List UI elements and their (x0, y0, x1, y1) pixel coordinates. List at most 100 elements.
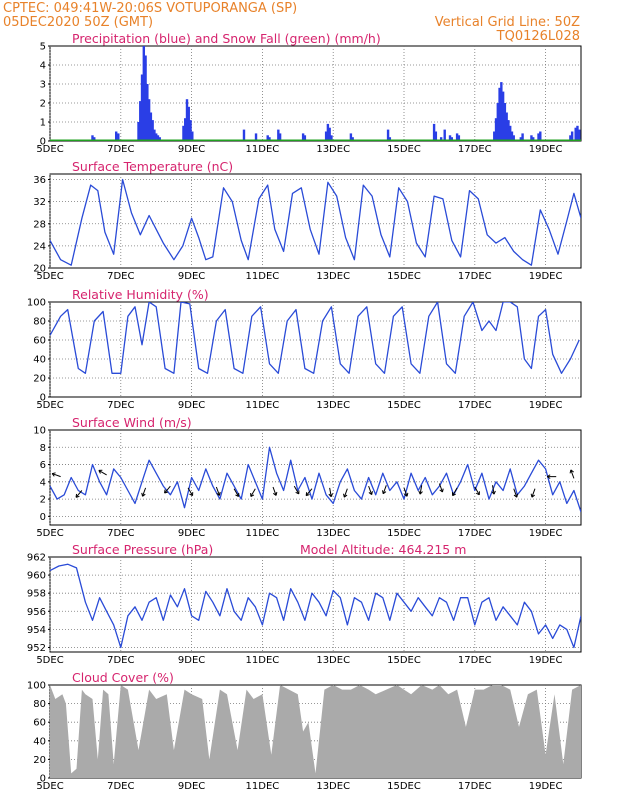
y-tick-label: 0 (40, 393, 46, 404)
precip-bar (158, 137, 161, 141)
precip-bar (388, 137, 392, 141)
x-tick-label: 17DEC (458, 271, 492, 282)
precip-bar (153, 129, 156, 141)
humidity-panel: 0 20 40 60 80 100 5DEC 7DEC 9DEC 11DEC 13DEC 15DEC 1… (27, 287, 582, 411)
precip-bar (450, 137, 453, 141)
y-tick-label: 40 (33, 355, 46, 366)
x-tick-label: 7DEC (107, 781, 134, 792)
precip-bar (576, 125, 579, 141)
x-tick-label: 5DEC (36, 528, 63, 539)
precip-bar (501, 91, 505, 141)
precip-bar (266, 135, 269, 141)
y-tick-label: 1 (40, 118, 46, 129)
precipitation-panel: 0 1 2 3 4 5 5DEC 7DEC 9DEC 11DEC 13DEC 15DEC 17DEC 19… (36, 31, 582, 155)
wind-arrow (329, 487, 332, 497)
precip-bar (519, 137, 523, 141)
precip-bar (301, 133, 305, 141)
y-tick-label: 2 (40, 99, 46, 110)
wind-arrow (343, 488, 348, 498)
y-tick-label: 4 (40, 61, 46, 72)
x-tick-label: 19DEC (529, 655, 563, 666)
wind-arrow (272, 486, 277, 496)
wind-arrow (403, 487, 408, 497)
precip-bar (509, 125, 512, 141)
wind-arrow-head (235, 493, 240, 497)
precip-bar (191, 131, 194, 141)
precip-bar (277, 129, 280, 141)
precip-bar (93, 137, 96, 141)
x-tick-label: 9DEC (178, 655, 205, 666)
wind-arrow (438, 483, 443, 493)
x-tick-label: 15DEC (387, 655, 421, 666)
x-tick-label: 17DEC (458, 144, 492, 155)
temperature-line (50, 178, 581, 266)
wind-arrow (51, 473, 61, 478)
precip-bar (330, 135, 333, 141)
x-tick-label: 11DEC (246, 144, 280, 155)
precip-bar (386, 129, 390, 141)
x-tick-label: 13DEC (316, 400, 350, 411)
wind-arrow (382, 485, 387, 494)
precip-bar (155, 133, 158, 141)
y-tick-label: 80 (33, 699, 46, 710)
precip-bar (574, 127, 577, 141)
x-tick-label: 15DEC (387, 271, 421, 282)
precip-bar (578, 129, 581, 141)
wind-arrow-head (98, 469, 103, 474)
x-tick-label: 7DEC (107, 271, 134, 282)
wind-arrow (492, 485, 495, 495)
wind-arrow-head (189, 492, 194, 497)
wind-arrow-head (250, 493, 255, 497)
y-tick-label: 0 (40, 137, 46, 148)
y-tick-label: 60 (33, 336, 46, 347)
precip-bar (189, 120, 192, 141)
plot-data (50, 446, 581, 513)
x-tick-label: 17DEC (458, 528, 492, 539)
y-tick-label: 10 (33, 426, 46, 437)
precip-bar (505, 112, 508, 141)
wind-arrow (305, 488, 313, 496)
panel-title: Surface Wind (m/s) (72, 415, 192, 430)
wind-arrow-head (164, 489, 169, 494)
wind-line (50, 446, 581, 513)
wind-arrow (215, 486, 220, 496)
x-tick-label: 11DEC (246, 655, 280, 666)
wind-arrow-head (343, 493, 348, 498)
precip-bar (139, 101, 142, 141)
wind-arrow-head (418, 490, 423, 495)
wind-arrow (75, 490, 83, 498)
wind-arrow (419, 485, 423, 495)
x-tick-label: 13DEC (316, 271, 350, 282)
x-tick-label: 15DEC (387, 144, 421, 155)
wind-arrow (250, 488, 256, 497)
wind-arrow-head (491, 490, 496, 495)
precip-bar (494, 118, 498, 141)
x-tick-label: 11DEC (246, 271, 280, 282)
precip-bar (500, 82, 503, 141)
humidity-line (50, 302, 580, 374)
plot-data (50, 46, 581, 141)
wind-arrow-head (530, 493, 535, 498)
x-tick-label: 17DEC (458, 400, 492, 411)
y-tick-label: 2 (40, 495, 46, 506)
precip-bar (254, 133, 258, 141)
run-time: 05DEC2020 50Z (GMT) (3, 15, 153, 30)
y-tick-label: 40 (33, 736, 46, 747)
x-tick-label: 11DEC (246, 781, 280, 792)
panel-title: Precipitation (blue) and Snow Fall (gree… (72, 31, 381, 46)
x-tick-label: 7DEC (107, 528, 134, 539)
wind-arrow-head (439, 488, 444, 493)
plot-data (50, 685, 581, 778)
wind-arrow-head (51, 472, 56, 477)
x-tick-label: 9DEC (178, 781, 205, 792)
x-tick-label: 11DEC (246, 400, 280, 411)
precip-bar (530, 135, 533, 141)
precip-bar (328, 127, 331, 141)
precip-bar (140, 74, 144, 141)
precip-bar (539, 131, 542, 141)
x-tick-label: 13DEC (316, 781, 350, 792)
y-tick-label: 962 (27, 553, 46, 564)
x-tick-label: 15DEC (387, 781, 421, 792)
plot-data (50, 563, 581, 649)
x-tick-label: 9DEC (178, 144, 205, 155)
